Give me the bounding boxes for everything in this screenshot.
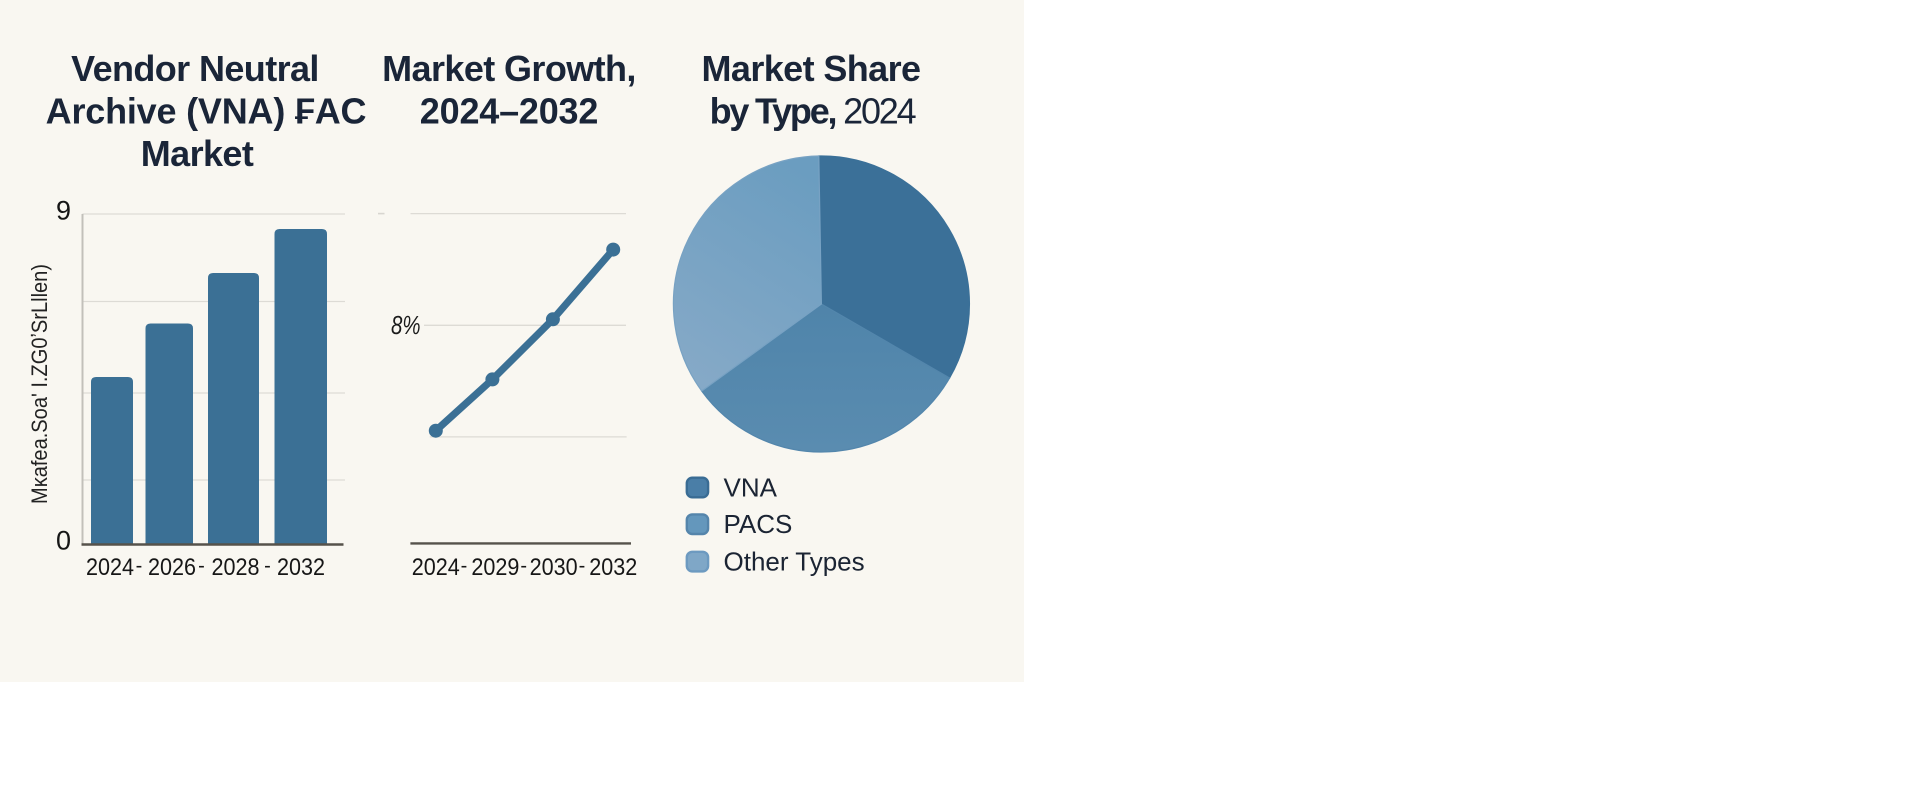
- svg-text:2024: 2024: [86, 554, 134, 581]
- svg-text:Mĸafea.Soaʹ I.ZG0ʼSrLllen): Mĸafea.Soaʹ I.ZG0ʼSrLllen): [27, 264, 52, 504]
- svg-text:2032: 2032: [277, 554, 325, 581]
- svg-text:Market: Market: [141, 133, 254, 174]
- svg-text:2024–2032: 2024–2032: [420, 91, 598, 132]
- svg-text:VNA: VNA: [724, 473, 778, 503]
- svg-text:-: -: [264, 555, 271, 577]
- svg-text:2029: 2029: [471, 554, 519, 581]
- svg-text:Vendor Neutral: Vendor Neutral: [71, 48, 319, 89]
- svg-text:2032: 2032: [589, 554, 637, 581]
- svg-text:-: -: [461, 555, 468, 577]
- svg-text:Market Growth,: Market Growth,: [382, 48, 636, 89]
- svg-text:by Type, 2024: by Type, 2024: [710, 91, 916, 132]
- svg-text:-: -: [579, 555, 586, 577]
- svg-text:9: 9: [56, 196, 71, 226]
- svg-text:-: -: [198, 555, 205, 577]
- svg-text:0: 0: [56, 526, 71, 556]
- svg-text:PACS: PACS: [724, 509, 793, 539]
- svg-text:2024: 2024: [412, 554, 460, 581]
- svg-text:-: -: [136, 555, 143, 577]
- svg-text:-: -: [520, 555, 527, 577]
- svg-text:8%: 8%: [391, 310, 421, 340]
- svg-text:2028: 2028: [212, 554, 260, 581]
- svg-text:2026: 2026: [148, 554, 196, 581]
- svg-text:2030: 2030: [530, 554, 578, 581]
- svg-text:Other Types: Other Types: [724, 547, 865, 577]
- svg-text:Archive (VNA) ₣AC: Archive (VNA) ₣AC: [46, 91, 367, 132]
- svg-text:Market Share: Market Share: [702, 48, 921, 89]
